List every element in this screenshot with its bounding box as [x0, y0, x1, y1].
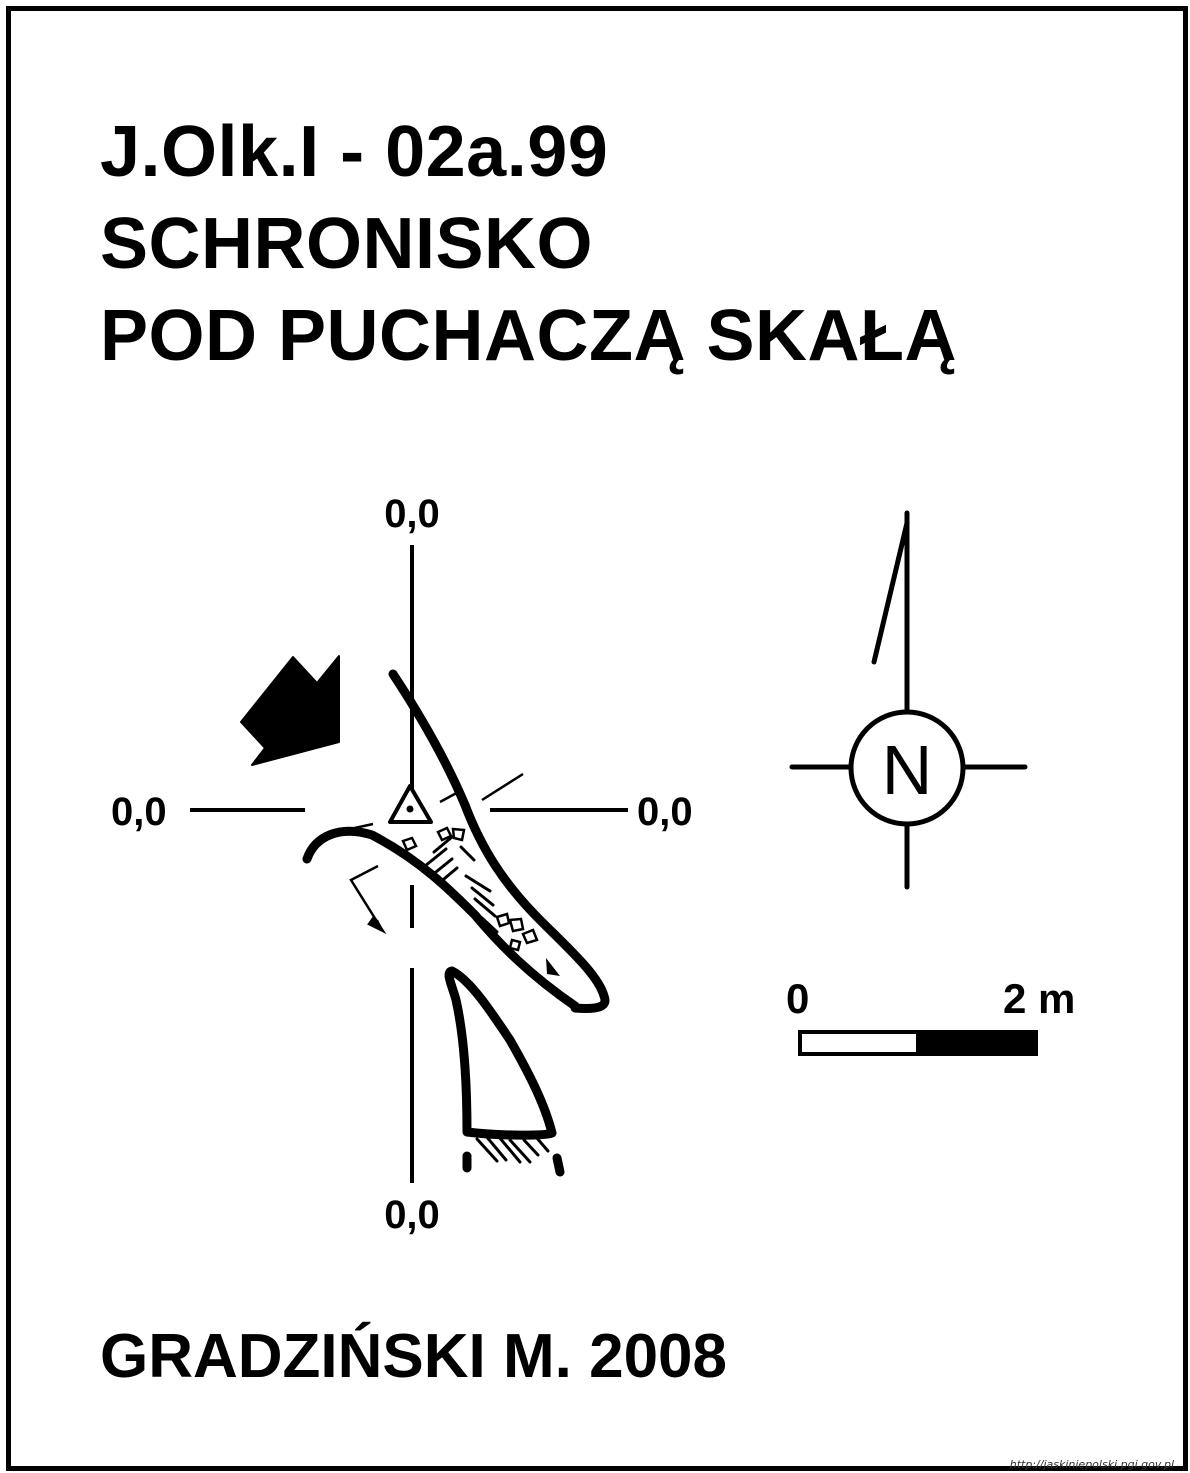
scale-bar-white-segment	[798, 1030, 920, 1056]
survey-station-triangle-icon	[388, 784, 433, 824]
scale-bar-end-label: 2 m	[1003, 975, 1075, 1022]
cave-wall-east	[388, 669, 610, 1013]
slope-arrow-icon	[349, 864, 387, 935]
entrance-hatching	[349, 772, 524, 831]
compass-needle-barb	[871, 520, 910, 665]
north-arrow-icon	[789, 510, 1028, 890]
cave-name-line-2: POD PUCHACZĄ SKAŁĄ	[100, 296, 958, 376]
scale-bar-start-label: 0	[786, 975, 809, 1022]
floor-hatching	[423, 835, 550, 1164]
author-credit: GRADZIŃSKI M. 2008	[100, 1322, 728, 1391]
rock-pillar-outline	[444, 966, 557, 1140]
map-frame	[6, 6, 1188, 1471]
coord-label-top: 0,0	[384, 492, 440, 536]
source-watermark: http://jaskiniepolski.pgi.gov.pl	[1009, 1458, 1174, 1471]
coord-label-right: 0,0	[637, 790, 693, 834]
coordinate-cross	[190, 545, 628, 1183]
rock-pillar-stub-right	[552, 1153, 565, 1177]
coord-label-left: 0,0	[111, 790, 167, 834]
cave-name-line-1: SCHRONISKO	[100, 204, 594, 284]
scale-bar-black-segment	[916, 1030, 1038, 1056]
compass-north-label: N	[882, 731, 933, 809]
cave-walls	[302, 669, 610, 1177]
cave-catalog-number: J.Olk.I - 02a.99	[100, 112, 609, 192]
coord-label-bottom: 0,0	[384, 1193, 440, 1237]
floor-boulders	[401, 826, 539, 952]
floor-marker	[546, 958, 560, 976]
entrance-arrow-icon	[240, 655, 340, 766]
scale-bar	[798, 1030, 1038, 1056]
